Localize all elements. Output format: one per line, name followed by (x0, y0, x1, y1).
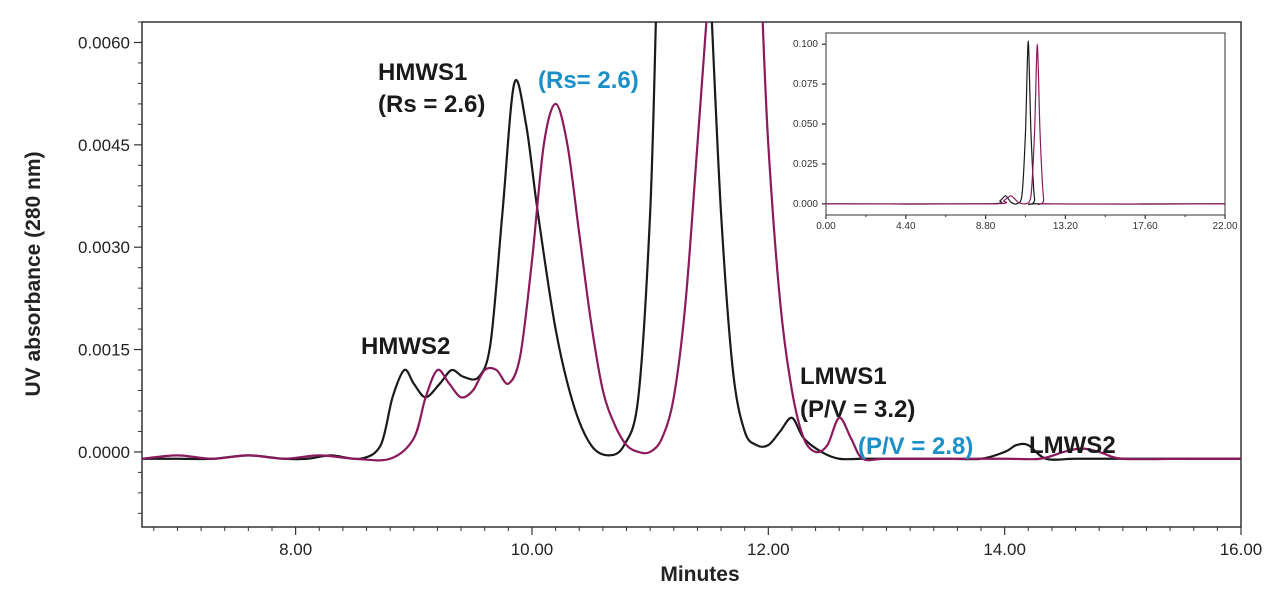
series-line-black-trace (826, 40, 1225, 206)
y-tick-label: 0.000 (793, 199, 818, 210)
inset-axis-ticks: 0.00 4.40 8.80 13.20 17.60 22.00 0.000 0.025 0.0… (793, 39, 1238, 232)
y-tick-label: 0.075 (793, 79, 818, 90)
y-tick-label: 0.0000 (78, 443, 130, 462)
annotation-hmws1-label: HMWS1 (378, 59, 467, 86)
series-line-magenta-trace-after-main-peak- (761, 22, 1241, 462)
x-tick-label: 8.80 (976, 221, 996, 232)
y-tick-label: 0.025 (793, 159, 818, 170)
x-tick-label: 13.20 (1053, 221, 1078, 232)
inset-background (814, 30, 1226, 238)
x-tick-label: 12.00 (747, 540, 790, 559)
series-line-black-trace (142, 22, 657, 461)
main-plot-frame (141, 21, 1242, 528)
y-tick-label: 0.100 (793, 39, 818, 50)
x-tick-label: 0.00 (816, 221, 836, 232)
series-line-black-trace-after-main-peak- (710, 22, 1241, 461)
x-tick-label: 4.40 (896, 221, 916, 232)
annotation-lmws1-pv-blue: (P/V = 2.8) (858, 433, 973, 460)
annotation-lmws1-pv-black: (P/V = 3.2) (800, 396, 915, 423)
y-tick-label: 0.050 (793, 119, 818, 130)
y-tick-label: 0.0030 (78, 238, 130, 257)
x-tick-label: 16.00 (1220, 540, 1263, 559)
y-axis-title: UV absorbance (280 nm) (22, 151, 45, 396)
x-tick-label: 10.00 (511, 540, 554, 559)
main-series-group (142, 22, 1241, 462)
annotation-hmws1-rs-blue: (Rs= 2.6) (538, 67, 639, 94)
annotation-hmws2-label: HMWS2 (361, 333, 450, 360)
x-tick-label: 22.00 (1212, 221, 1237, 232)
x-tick-label: 8.00 (279, 540, 312, 559)
y-tick-label: 0.0015 (78, 341, 130, 360)
annotation-lmws1-label: LMWS1 (800, 363, 887, 390)
main-axis-ticks: 8.00 10.00 12.00 14.00 16.00 0.0000 0.0015 0.00… (78, 21, 1263, 559)
inset-series-group (826, 40, 1225, 206)
annotation-hmws1-rs-black: (Rs = 2.6) (378, 91, 485, 118)
series-line-magenta-trace (826, 43, 1225, 206)
x-axis-title: Minutes (660, 563, 739, 586)
y-tick-label: 0.0045 (78, 136, 130, 155)
x-tick-label: 14.00 (983, 540, 1026, 559)
y-tick-label: 0.0060 (78, 33, 130, 52)
annotation-lmws2-label: LMWS2 (1029, 432, 1116, 459)
series-line-magenta-trace (142, 22, 708, 462)
x-tick-label: 17.60 (1133, 221, 1158, 232)
